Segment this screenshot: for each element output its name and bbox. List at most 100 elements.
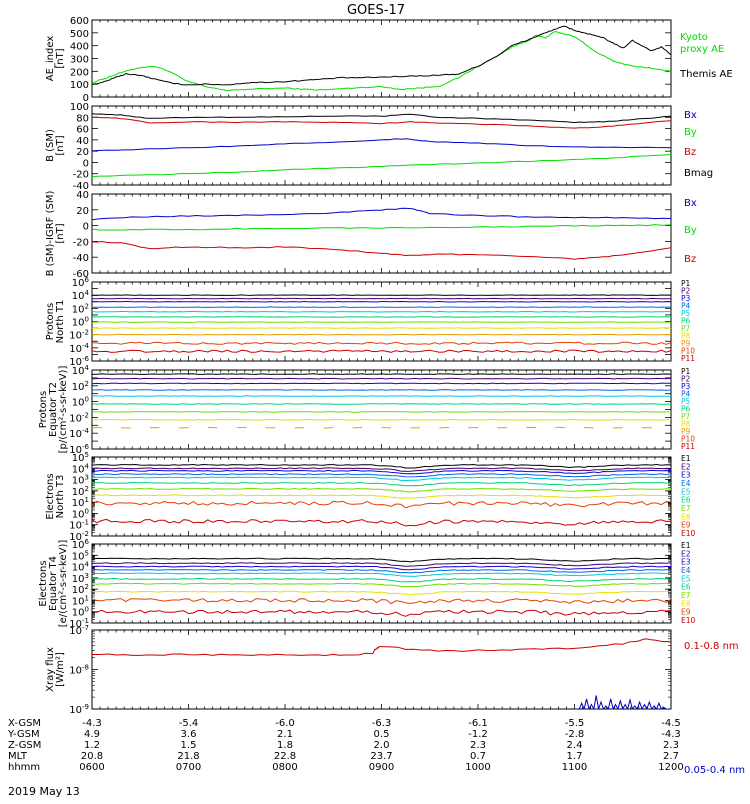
legend-entry: Bz xyxy=(684,254,696,265)
y-axis-label: North T1 xyxy=(55,300,66,344)
ephemeris-cell: 2.3 xyxy=(470,740,486,751)
y-axis-label: [nT] xyxy=(55,48,66,68)
ephemeris-cell: 1.7 xyxy=(567,751,583,762)
series-line xyxy=(92,495,671,498)
series-line xyxy=(92,570,671,573)
panel-frame xyxy=(92,20,671,97)
series-line xyxy=(92,591,671,595)
series-line xyxy=(92,470,671,473)
ephemeris-cell: 0.7 xyxy=(470,751,486,762)
y-tick-label: 106 xyxy=(72,276,90,289)
y-tick-label: 10-8 xyxy=(69,664,89,677)
panel-frame xyxy=(92,282,671,361)
series-line xyxy=(92,483,671,486)
y-tick-label: 400 xyxy=(70,42,89,53)
ephemeris-cell: -2.8 xyxy=(565,729,585,740)
series-line xyxy=(92,465,671,469)
ephemeris-cell: -6.1 xyxy=(468,718,488,729)
y-tick-label: 10-2 xyxy=(69,329,89,342)
legend-entry: proxy AE xyxy=(680,44,724,55)
ephemeris-cell: 1.5 xyxy=(181,740,197,751)
y-tick-label: 40 xyxy=(76,136,89,147)
channel-label: E10 xyxy=(681,616,696,625)
legend-entry: Bmag xyxy=(684,168,713,179)
ephemeris-cell: 21.8 xyxy=(177,751,199,762)
ephemeris-cell: -4.5 xyxy=(661,718,681,729)
series-line xyxy=(92,610,671,616)
series-line xyxy=(92,404,671,405)
series-line xyxy=(92,114,671,123)
ephemeris-cell: 2.3 xyxy=(663,740,679,751)
series-line xyxy=(92,599,671,604)
series-line xyxy=(92,317,671,318)
series-line xyxy=(92,155,671,177)
series-line xyxy=(92,307,671,308)
y-tick-label: 60 xyxy=(76,125,89,136)
channel-label: P11 xyxy=(681,354,695,363)
y-tick-label: 200 xyxy=(70,67,89,78)
ephemeris-cell: 20.8 xyxy=(81,751,103,762)
ephemeris-cell: -4.3 xyxy=(82,718,102,729)
y-tick-label: 100 xyxy=(72,396,89,409)
y-axis-label: North T3 xyxy=(55,475,66,519)
ephemeris-cell: 4.9 xyxy=(84,729,100,740)
y-tick-label: 10-2 xyxy=(69,411,89,424)
series-line xyxy=(92,378,671,379)
legend-entry: Kyoto xyxy=(680,32,708,43)
ephemeris-cell: 2.4 xyxy=(567,740,583,751)
series-line xyxy=(92,342,671,344)
ephemeris-cell: 1.2 xyxy=(84,740,100,751)
ephemeris-cell: 0800 xyxy=(272,762,297,773)
panel-frame xyxy=(92,630,671,709)
ephemeris-cell: -1.2 xyxy=(468,729,488,740)
series-line xyxy=(92,579,671,582)
y-tick-label: 10-9 xyxy=(69,703,89,716)
series-line xyxy=(92,583,671,586)
series-line xyxy=(575,696,669,710)
y-tick-label: 600 xyxy=(70,16,89,27)
y-axis-label: [e/(cm²-s-sr-keV)] xyxy=(58,540,69,628)
series-line xyxy=(92,390,671,391)
series-line xyxy=(92,412,671,413)
series-line xyxy=(92,350,671,352)
y-tick-label: 40 xyxy=(76,190,89,201)
series-line xyxy=(92,374,671,375)
panel-frame xyxy=(92,370,671,449)
series-line xyxy=(92,566,671,570)
ephemeris-cell: 0700 xyxy=(176,762,201,773)
y-tick-label: 300 xyxy=(70,55,89,66)
legend-entry: 0.05-0.4 nm xyxy=(684,765,745,776)
ephemeris-cell: 0600 xyxy=(79,762,104,773)
y-tick-label: 102 xyxy=(72,302,89,315)
series-line xyxy=(92,477,671,480)
ephemeris-cell: 0900 xyxy=(369,762,394,773)
ephemeris-cell: -6.3 xyxy=(372,718,392,729)
legend-entry: By xyxy=(684,225,697,236)
series-line xyxy=(92,488,671,492)
series-line xyxy=(92,298,671,299)
panel-1: 0100200300400500600AE_index[nT]Kyotoprox… xyxy=(45,16,733,104)
y-axis-label: [nT] xyxy=(55,135,66,155)
series-line xyxy=(92,474,671,477)
series-line xyxy=(92,322,671,323)
ephemeris-cell: 3.6 xyxy=(181,729,197,740)
ephemeris-cell: -4.3 xyxy=(661,729,681,740)
ephemeris-cell: 2.1 xyxy=(277,729,293,740)
series-line xyxy=(92,573,671,577)
ephemeris-cell: -5.5 xyxy=(565,718,585,729)
y-tick-label: 80 xyxy=(76,113,89,124)
legend-entry: By xyxy=(684,127,697,138)
ephemeris-cell: -5.4 xyxy=(179,718,199,729)
ephemeris-cell: 2.7 xyxy=(663,751,679,762)
series-line xyxy=(92,295,671,296)
y-axis-label: [nT] xyxy=(55,223,66,243)
series-line xyxy=(92,312,671,313)
legend-entry: Themis AE xyxy=(679,69,733,80)
ephemeris-cell: 1.8 xyxy=(277,740,293,751)
